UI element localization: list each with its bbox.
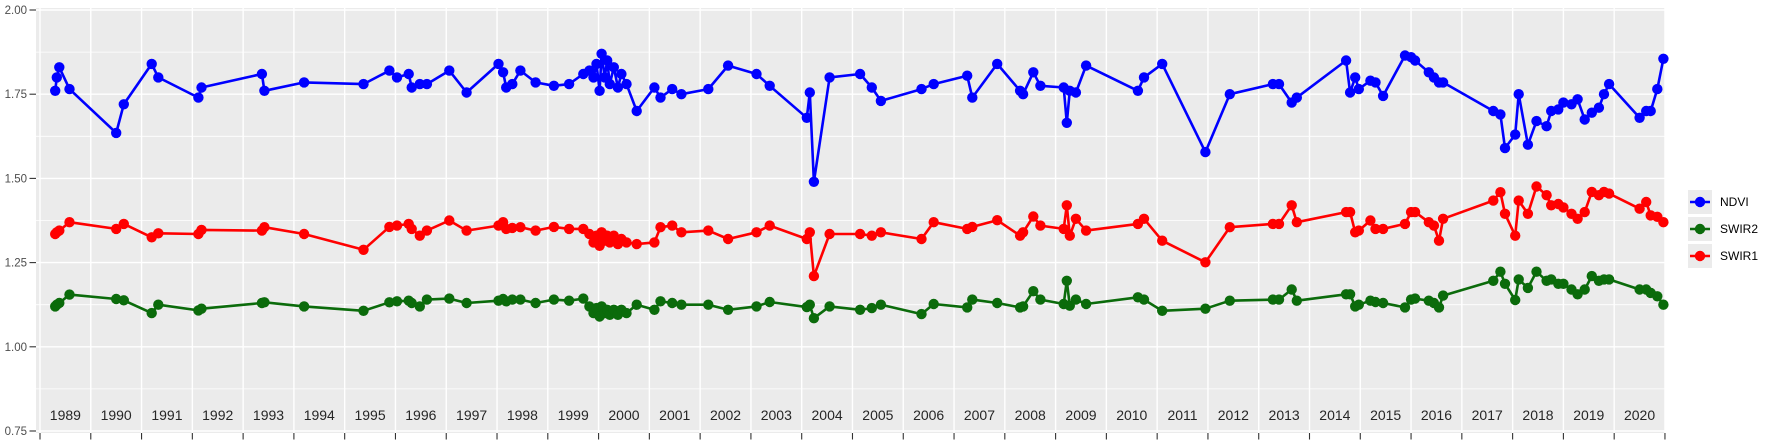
legend-item-ndvi: NDVI [1688,190,1758,214]
svg-text:2013: 2013 [1269,407,1300,423]
legend-label-swir1: SWIR1 [1720,249,1759,263]
svg-text:2005: 2005 [862,407,893,423]
svg-text:2.00: 2.00 [5,5,27,17]
svg-text:2016: 2016 [1421,407,1452,423]
svg-text:1998: 1998 [507,407,538,423]
svg-text:2003: 2003 [761,407,792,423]
svg-text:2004: 2004 [812,407,843,423]
svg-text:2017: 2017 [1472,407,1503,423]
svg-text:1995: 1995 [354,407,385,423]
svg-text:1990: 1990 [101,407,132,423]
svg-text:2018: 2018 [1522,407,1553,423]
svg-text:1991: 1991 [151,407,182,423]
svg-text:1989: 1989 [50,407,81,423]
svg-text:0.75: 0.75 [5,426,27,438]
svg-text:1.00: 1.00 [5,342,27,354]
svg-text:1994: 1994 [304,407,335,423]
svg-text:1997: 1997 [456,407,487,423]
svg-text:2014: 2014 [1319,407,1350,423]
svg-text:2010: 2010 [1116,407,1147,423]
svg-text:2002: 2002 [710,407,741,423]
svg-text:1996: 1996 [405,407,436,423]
legend: NDVI SWIR2 SWIR1 [1688,190,1758,268]
ndvi-legend-key-icon [1688,190,1712,214]
svg-text:2015: 2015 [1370,407,1401,423]
legend-label-swir2: SWIR2 [1720,222,1759,236]
svg-text:2006: 2006 [913,407,944,423]
swir1-legend-key-icon [1688,244,1712,268]
legend-item-swir2: SWIR2 [1688,217,1758,241]
svg-text:1.50: 1.50 [5,173,27,185]
svg-text:1.25: 1.25 [5,258,27,270]
svg-text:1999: 1999 [558,407,589,423]
legend-item-swir1: SWIR1 [1688,244,1758,268]
svg-text:2012: 2012 [1218,407,1249,423]
svg-text:1.75: 1.75 [5,89,27,101]
svg-text:2000: 2000 [608,407,639,423]
svg-text:2019: 2019 [1573,407,1604,423]
swir2-legend-key-icon [1688,217,1712,241]
svg-text:1992: 1992 [202,407,233,423]
svg-text:1993: 1993 [253,407,284,423]
svg-text:2001: 2001 [659,407,690,423]
svg-text:2009: 2009 [1065,407,1096,423]
svg-text:2008: 2008 [1015,407,1046,423]
svg-text:2011: 2011 [1167,407,1197,423]
legend-label-ndvi: NDVI [1720,195,1749,209]
svg-text:2020: 2020 [1624,407,1655,423]
svg-text:2007: 2007 [964,407,995,423]
